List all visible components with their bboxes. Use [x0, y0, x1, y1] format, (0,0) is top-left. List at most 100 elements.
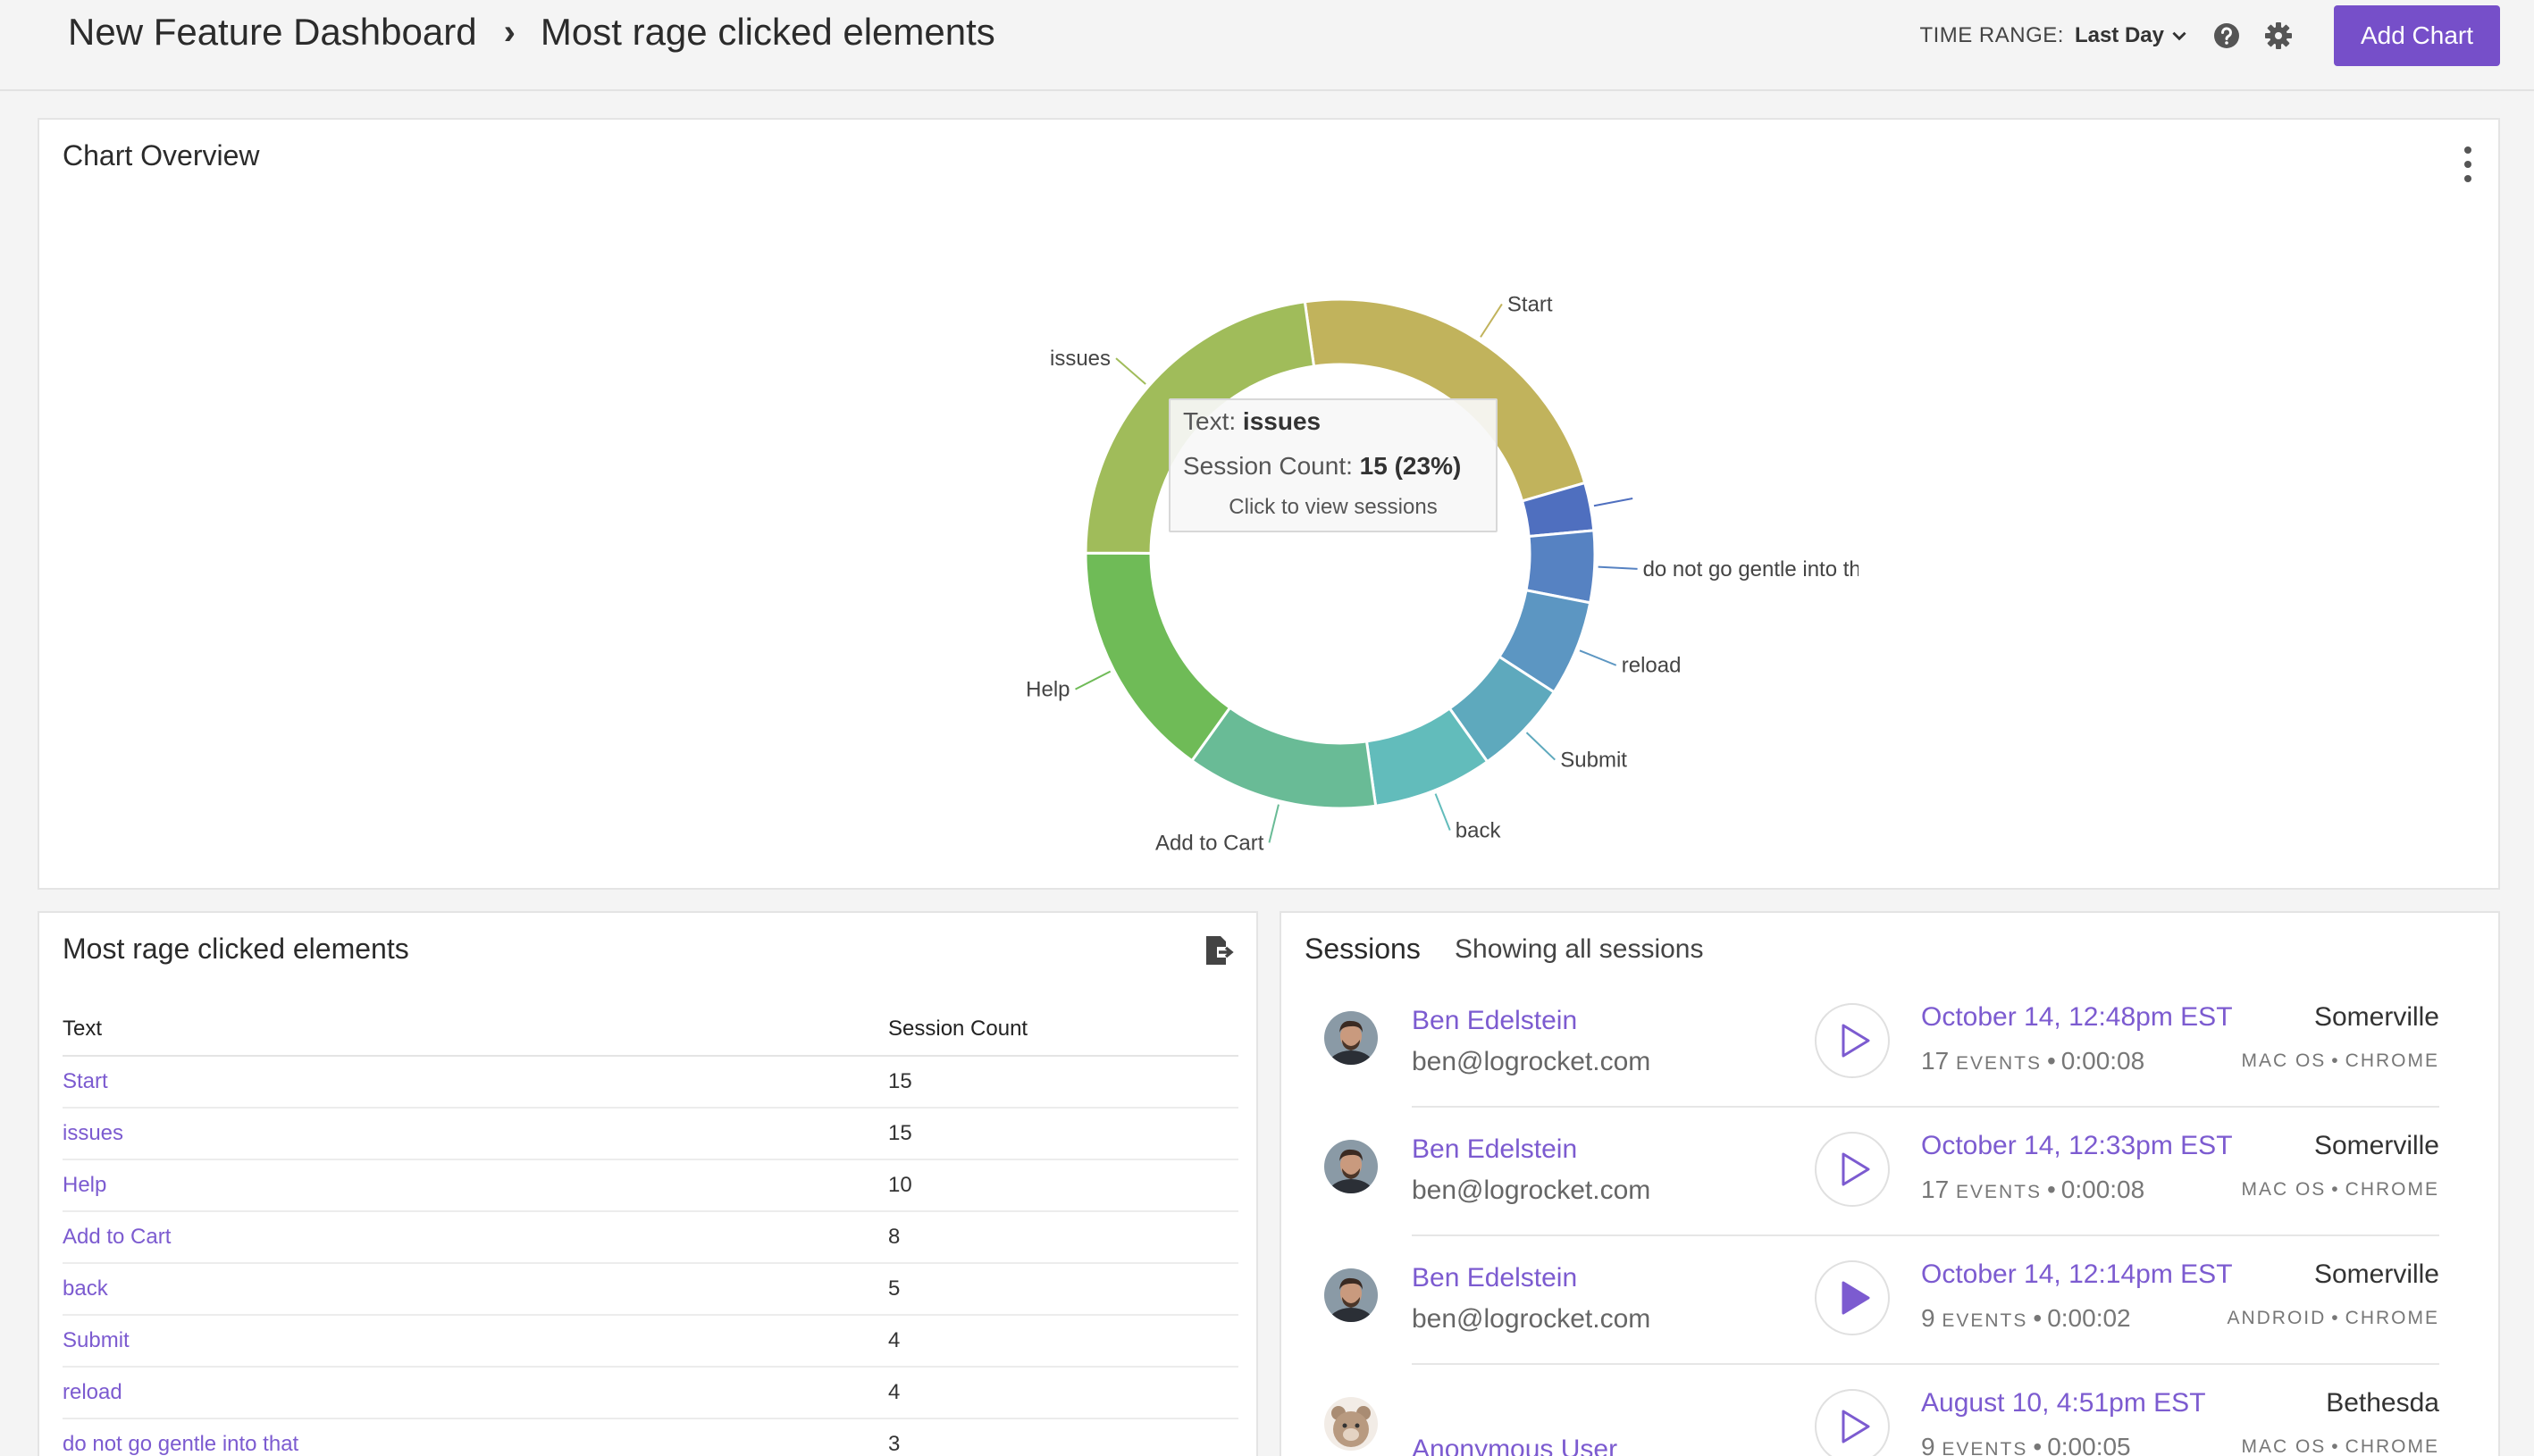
slice-leader-line — [1579, 649, 1617, 666]
slice-leader-line — [1268, 804, 1280, 843]
row-text-link[interactable]: issues — [63, 1108, 888, 1160]
row-session-count: 4 — [888, 1315, 1238, 1368]
chevron-down-icon[interactable] — [2169, 26, 2189, 46]
slice-leader-line — [1480, 303, 1503, 338]
table-row[interactable]: back 5 — [63, 1263, 1238, 1316]
chart-overview-title: Chart Overview — [63, 139, 260, 172]
table-panel-title: Most rage clicked elements — [63, 933, 409, 965]
session-user-email: ben@logrocket.com — [1412, 1304, 1651, 1334]
table-header-row: Text Session Count — [63, 1002, 1238, 1057]
slice-leader-line — [1434, 793, 1451, 831]
session-location: Somerville — [2313, 1131, 2439, 1160]
session-date[interactable]: October 14, 12:33pm EST — [1921, 1131, 2233, 1160]
slice-leader-line — [1115, 357, 1146, 385]
row-text-link[interactable]: Submit — [63, 1315, 888, 1368]
time-range-dropdown[interactable]: Last Day — [2074, 23, 2164, 47]
breadcrumb-chevron-icon: › — [503, 12, 516, 52]
session-user-email: ben@logrocket.com — [1412, 1176, 1651, 1205]
row-divider — [1412, 1106, 2439, 1108]
slice-label: do not go gentle into that — [1643, 557, 1859, 582]
table-row[interactable]: Start 15 — [63, 1056, 1238, 1109]
play-icon[interactable] — [1814, 1131, 1891, 1208]
table-row[interactable]: do not go gentle into that 3 — [63, 1418, 1238, 1456]
slice-leader-line — [1525, 732, 1556, 761]
play-icon[interactable] — [1814, 1259, 1891, 1336]
column-header-text[interactable]: Text — [63, 1002, 888, 1057]
session-events: 9 EVENTS • 0:00:05 — [1921, 1433, 2131, 1456]
slice-leader-line — [1075, 670, 1112, 690]
table-row[interactable]: issues 15 — [63, 1108, 1238, 1160]
session-row[interactable]: Ben Edelstein ben@logrocket.com October 14… — [1317, 1236, 2475, 1365]
gear-icon[interactable] — [2264, 21, 2293, 50]
avatar — [1324, 1140, 1378, 1193]
breadcrumb-dashboard-link[interactable]: New Feature Dashboard — [68, 11, 477, 53]
row-text-link[interactable]: reload — [63, 1367, 888, 1419]
row-text-link[interactable]: Add to Cart — [63, 1211, 888, 1264]
add-chart-button[interactable]: Add Chart — [2334, 5, 2500, 66]
table-row[interactable]: Help 10 — [63, 1159, 1238, 1212]
row-session-count: 15 — [888, 1056, 1238, 1109]
slice-label: back — [1456, 819, 1502, 843]
column-header-session-count[interactable]: Session Count — [888, 1002, 1238, 1057]
page-header: New Feature Dashboard › Most rage clicke… — [0, 0, 2534, 91]
session-row[interactable]: Anonymous User August 10, 4:51pm EST 9 EVE… — [1317, 1365, 2475, 1456]
session-user-name[interactable]: Ben Edelstein — [1412, 1134, 1578, 1164]
sessions-subtitle: Showing all sessions — [1455, 934, 1704, 964]
session-user-name[interactable]: Ben Edelstein — [1412, 1263, 1578, 1293]
row-text-link[interactable]: do not go gentle into that — [63, 1418, 888, 1456]
row-session-count: 3 — [888, 1418, 1238, 1456]
session-platform: MAC OS • CHROME — [2241, 1050, 2439, 1071]
tooltip-count-line: Session Count: 15 (23%) — [1183, 452, 1462, 480]
session-user-name[interactable]: Ben Edelstein — [1412, 1006, 1578, 1035]
slice-label: Help — [1026, 678, 1070, 702]
row-text-link[interactable]: Start — [63, 1056, 888, 1109]
session-date[interactable]: August 10, 4:51pm EST — [1921, 1388, 2206, 1418]
session-platform: MAC OS • CHROME — [2241, 1436, 2439, 1456]
table-row[interactable]: Submit 4 — [63, 1315, 1238, 1368]
row-text-link[interactable]: Help — [63, 1159, 888, 1212]
slice-label: Submit — [1560, 749, 1627, 773]
avatar — [1324, 1011, 1378, 1065]
sessions-title: Sessions — [1305, 933, 1421, 965]
donut-chart[interactable]: Start do not go gentle into that reload Sub… — [929, 250, 1859, 875]
session-row[interactable]: Ben Edelstein ben@logrocket.com October 14… — [1317, 1108, 2475, 1236]
session-platform: ANDROID • CHROME — [2227, 1308, 2439, 1328]
tooltip-hint: Click to view sessions — [1229, 495, 1438, 519]
slice-label: issues — [1050, 347, 1111, 371]
slice-label: Start — [1507, 292, 1553, 316]
export-icon[interactable] — [1201, 933, 1237, 968]
slice-label: reload — [1622, 654, 1682, 678]
time-range-label: TIME RANGE: — [1919, 23, 2064, 47]
session-location: Bethesda — [2326, 1388, 2439, 1418]
rage-clicks-table: Text Session Count Start 15 issues 15 Help 10… — [63, 1002, 1238, 1456]
help-icon[interactable] — [2212, 21, 2241, 50]
play-icon[interactable] — [1814, 1002, 1891, 1079]
page-title: Most rage clicked elements — [540, 11, 995, 53]
session-events: 9 EVENTS • 0:00:02 — [1921, 1304, 2131, 1332]
row-divider — [1412, 1234, 2439, 1236]
row-session-count: 15 — [888, 1108, 1238, 1160]
donut-slice[interactable] — [1084, 551, 1232, 763]
avatar — [1324, 1268, 1378, 1322]
row-text-link[interactable]: back — [63, 1263, 888, 1316]
row-session-count: 4 — [888, 1367, 1238, 1419]
session-date[interactable]: October 14, 12:48pm EST — [1921, 1002, 2233, 1032]
row-session-count: 5 — [888, 1263, 1238, 1316]
table-row[interactable]: Add to Cart 8 — [63, 1211, 1238, 1264]
slice-leader-line — [1598, 565, 1638, 570]
session-location: Somerville — [2313, 1002, 2439, 1032]
slice-leader-line — [1593, 498, 1633, 507]
table-row[interactable]: reload 4 — [63, 1367, 1238, 1419]
session-user-name[interactable]: Anonymous User — [1412, 1435, 1618, 1456]
session-row[interactable]: Ben Edelstein ben@logrocket.com October 14… — [1317, 979, 2475, 1108]
session-events: 17 EVENTS • 0:00:08 — [1921, 1176, 2145, 1203]
header-controls: TIME RANGE: Last Day Add Chart — [1919, 5, 2500, 66]
row-session-count: 8 — [888, 1211, 1238, 1264]
chart-tooltip: Text: issues Session Count: 15 (23%) Cli… — [1169, 398, 1498, 532]
slice-label: Add to Cart — [1155, 831, 1264, 855]
session-date[interactable]: October 14, 12:14pm EST — [1921, 1259, 2233, 1289]
breadcrumb: New Feature Dashboard › Most rage clicke… — [68, 5, 995, 59]
more-options-icon[interactable] — [2463, 145, 2473, 184]
play-icon[interactable] — [1814, 1388, 1891, 1456]
session-user-email: ben@logrocket.com — [1412, 1047, 1651, 1076]
